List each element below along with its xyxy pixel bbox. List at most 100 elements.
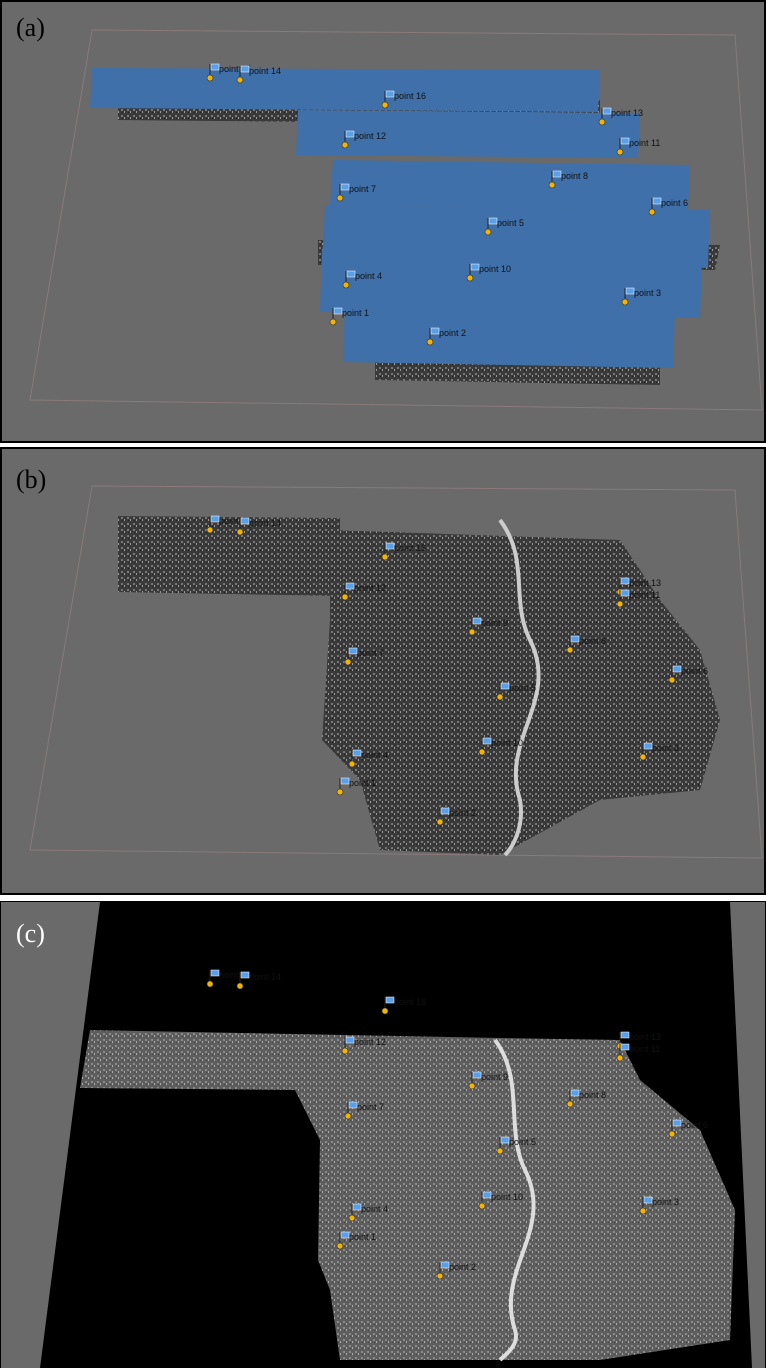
point-marker	[382, 102, 388, 108]
panel-a	[1, 1, 765, 442]
flag	[386, 91, 394, 97]
point-label: point 5	[497, 218, 524, 228]
flag	[211, 516, 219, 522]
point-marker	[549, 182, 555, 188]
point-label: point 9	[481, 618, 508, 628]
point-marker	[207, 527, 213, 533]
flag	[644, 743, 652, 749]
point-label: point 14	[249, 66, 281, 76]
point-marker	[640, 754, 646, 760]
point-marker	[237, 983, 243, 989]
point-label: point 3	[652, 743, 679, 753]
point-label: point 7	[349, 184, 376, 194]
flag	[347, 271, 355, 277]
panel-label: (b)	[16, 465, 46, 494]
flag	[441, 808, 449, 814]
flag	[386, 543, 394, 549]
point-label: point 3	[634, 288, 661, 298]
flag	[349, 1102, 357, 1108]
flag	[211, 64, 219, 70]
flag	[241, 972, 249, 978]
flag	[603, 108, 611, 114]
point-label: point 13	[611, 108, 643, 118]
point-marker	[349, 1215, 355, 1221]
flag	[501, 683, 509, 689]
point-label: point 11	[629, 590, 660, 600]
point-label: point 16	[394, 543, 426, 553]
flag	[571, 636, 579, 642]
point-label: point 7	[357, 648, 384, 658]
point-marker	[469, 1083, 475, 1089]
point-marker	[485, 229, 491, 235]
point-label: point 5	[509, 683, 536, 693]
panel-c	[1, 902, 765, 1368]
point-label: point 4	[361, 750, 388, 760]
point-marker	[337, 195, 343, 201]
point-label: point 11	[629, 1044, 660, 1054]
point-label: point 6	[681, 1120, 708, 1130]
point-label: point 2	[449, 808, 476, 818]
point-marker	[479, 1203, 485, 1209]
point-marker	[497, 694, 503, 700]
flag	[483, 1192, 491, 1198]
point-marker	[345, 659, 351, 665]
panel-label: (c)	[16, 919, 45, 948]
point-label: point 8	[579, 1090, 606, 1100]
flag	[621, 1032, 629, 1038]
point-label: point 8	[561, 171, 588, 181]
flag	[621, 578, 629, 584]
point-label: point 13	[629, 578, 661, 588]
flag	[353, 1204, 361, 1210]
flag	[341, 184, 349, 190]
point-marker	[330, 319, 336, 325]
flag	[473, 618, 481, 624]
point-marker	[207, 981, 213, 987]
point-label: point 12	[354, 583, 386, 593]
flag	[346, 1037, 354, 1043]
point-marker	[617, 149, 623, 155]
panel-b	[1, 448, 765, 894]
point-marker	[342, 142, 348, 148]
point-marker	[342, 594, 348, 600]
flag	[346, 131, 354, 137]
flag	[241, 66, 249, 72]
point-label: point 4	[355, 271, 382, 281]
point-marker	[567, 647, 573, 653]
flag	[473, 1072, 481, 1078]
flag	[341, 778, 349, 784]
flag	[431, 328, 439, 334]
flag	[334, 308, 342, 314]
point-label: point 6	[681, 666, 708, 676]
point-label: point 10	[479, 264, 511, 274]
panel-label: (a)	[16, 13, 45, 42]
point-marker	[479, 749, 485, 755]
point-marker	[622, 299, 628, 305]
flag	[553, 171, 561, 177]
figure: (a)point 15point 14point 16point 13point…	[0, 0, 766, 1368]
flag	[644, 1197, 652, 1203]
point-marker	[640, 1208, 646, 1214]
flag	[621, 138, 629, 144]
point-label: point 5	[509, 1137, 536, 1147]
flag	[349, 648, 357, 654]
flag	[626, 288, 634, 294]
point-marker	[649, 209, 655, 215]
point-label: point 7	[357, 1102, 384, 1112]
point-marker	[343, 282, 349, 288]
point-label: point 2	[439, 328, 466, 338]
point-label: point 1	[349, 1232, 376, 1242]
point-marker	[669, 1131, 675, 1137]
point-label: point 13	[629, 1032, 661, 1042]
point-marker	[467, 275, 473, 281]
point-label: point 10	[491, 1192, 523, 1202]
flag	[483, 738, 491, 744]
point-label: point 4	[361, 1204, 388, 1214]
point-label: point 14	[249, 972, 281, 982]
point-marker	[469, 629, 475, 635]
point-marker	[437, 819, 443, 825]
point-marker	[237, 77, 243, 83]
point-label: point 2	[449, 1262, 476, 1272]
point-marker	[382, 1008, 388, 1014]
point-label: point 16	[394, 91, 426, 101]
flag	[673, 1120, 681, 1126]
